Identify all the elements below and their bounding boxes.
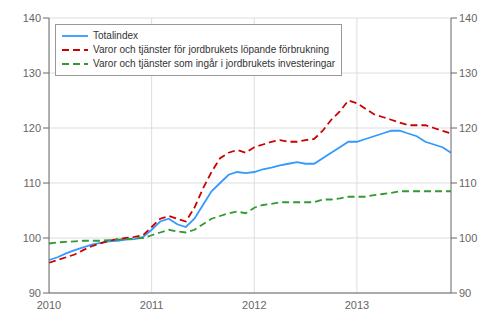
svg-text:130: 130 (23, 67, 41, 79)
svg-text:140: 140 (459, 12, 477, 24)
svg-text:120: 120 (23, 122, 41, 134)
svg-text:130: 130 (459, 67, 477, 79)
svg-text:120: 120 (459, 122, 477, 134)
html-text:Varor och tjänster som ingår i: Varor och tjänster som ingår i jordbruke… (93, 58, 336, 69)
svg-text:2012: 2012 (242, 299, 266, 311)
svg-text:2011: 2011 (140, 299, 164, 311)
svg-text:2010: 2010 (37, 299, 61, 311)
svg-text:90: 90 (29, 287, 41, 299)
svg-text:100: 100 (23, 232, 41, 244)
svg-text:90: 90 (459, 287, 471, 299)
html-text:Totalindex: Totalindex (93, 30, 138, 41)
svg-text:110: 110 (459, 177, 477, 189)
html-text:Varor och tjänster för jordbru: Varor och tjänster för jordbrukets löpan… (93, 44, 330, 55)
svg-text:110: 110 (23, 177, 41, 189)
svg-text:140: 140 (23, 12, 41, 24)
svg-text:100: 100 (459, 232, 477, 244)
svg-text:2013: 2013 (345, 299, 369, 311)
